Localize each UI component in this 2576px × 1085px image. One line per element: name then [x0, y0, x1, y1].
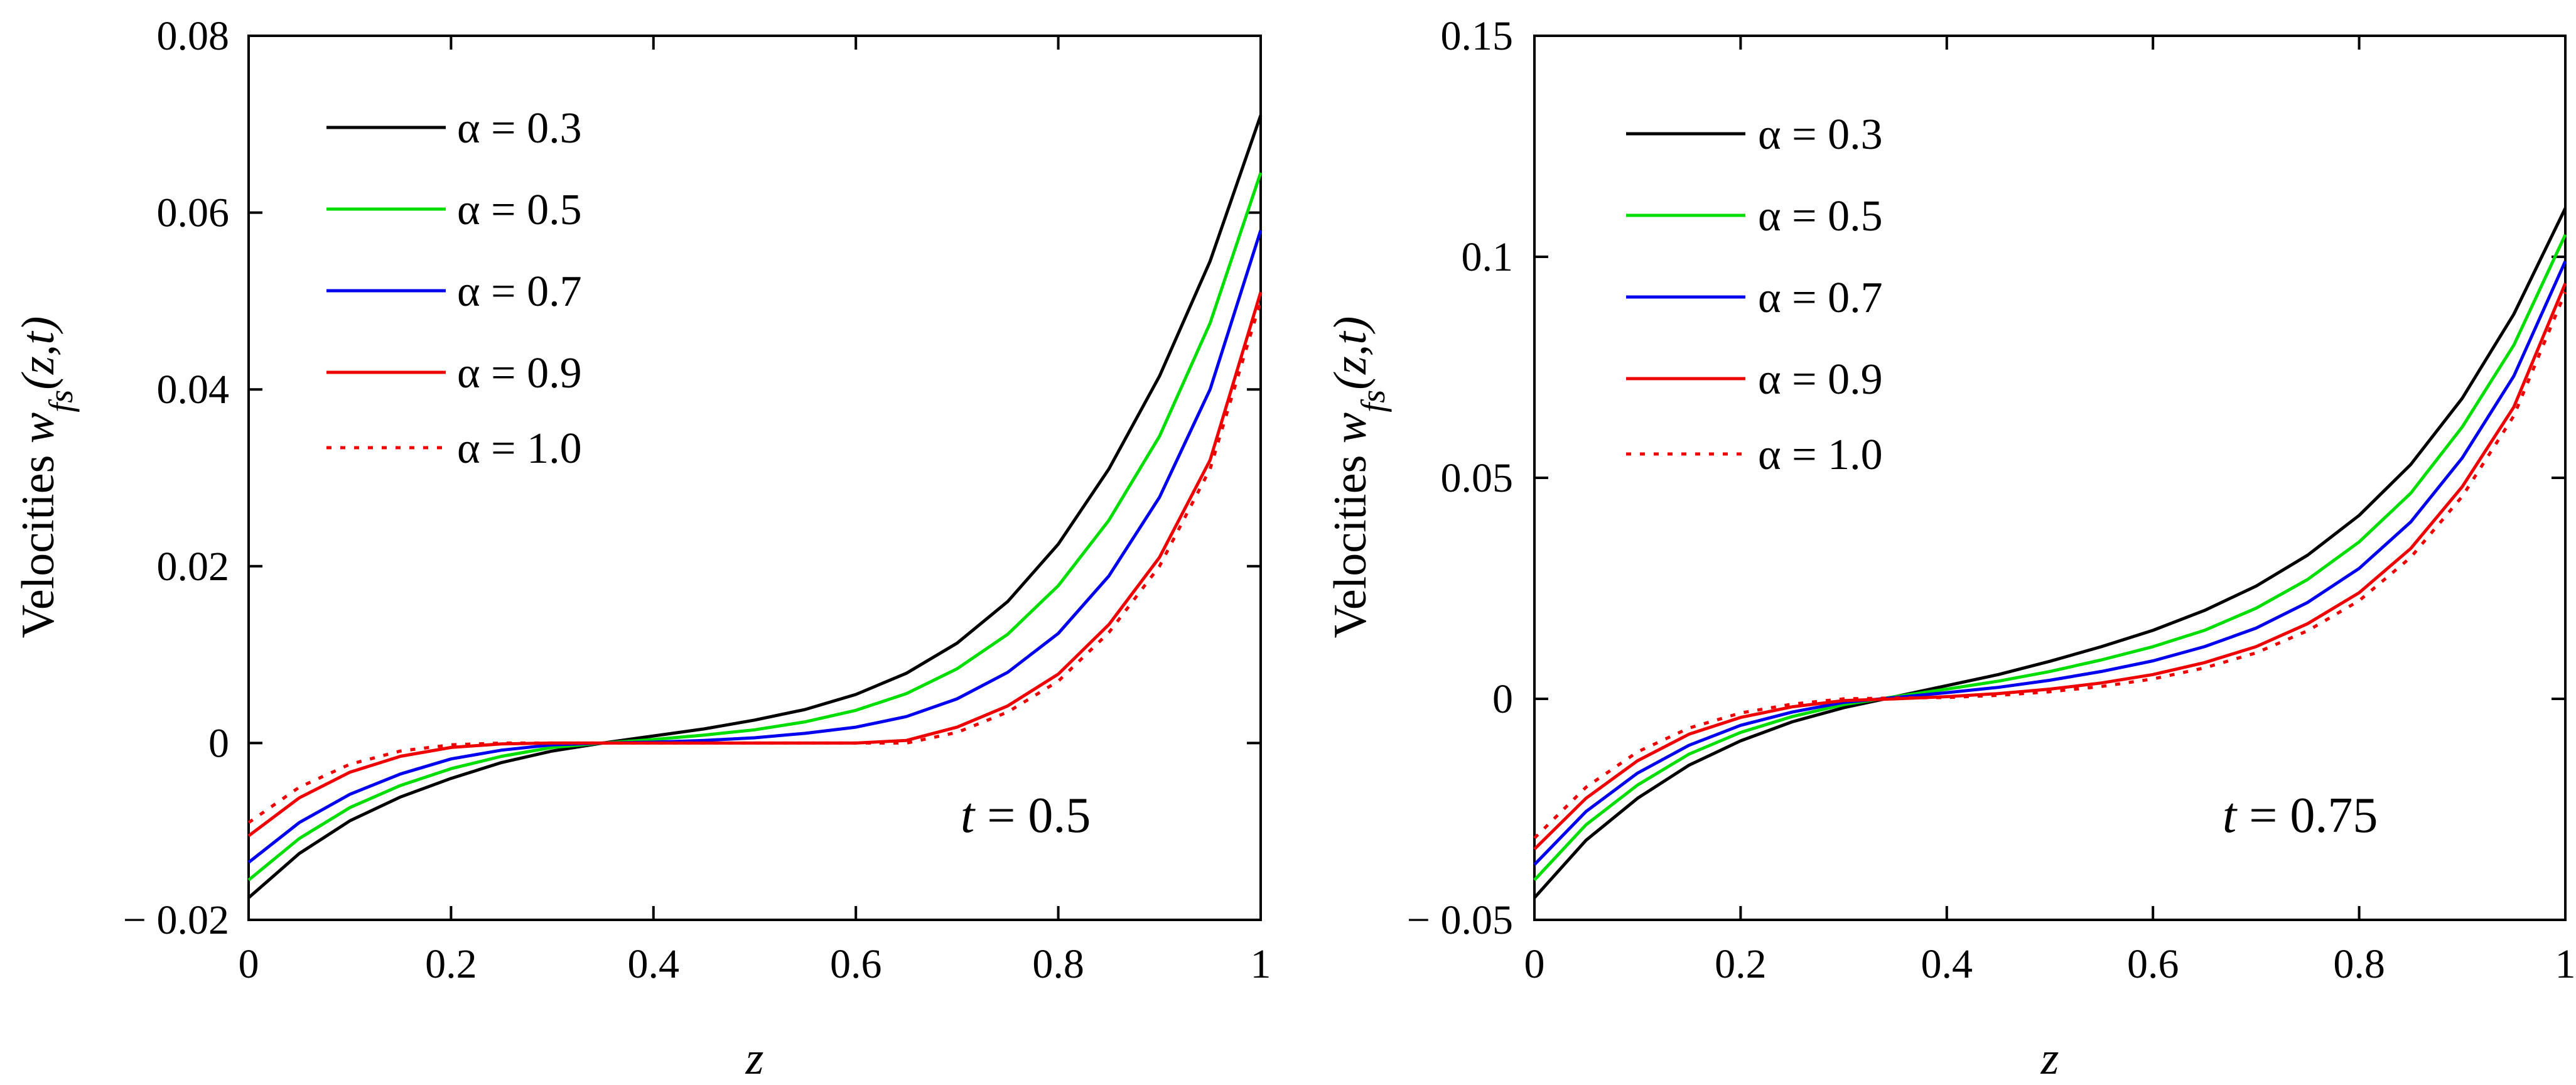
legend-label: α = 0.3	[1758, 111, 1883, 159]
right-x-tick-label: 0	[1524, 941, 1545, 987]
right-x-tick-label: 0.2	[1715, 941, 1767, 987]
right-x-tick-labels: 0 0.2 0.4 0.6 0.8 1	[1524, 941, 2576, 987]
left-legend-item: α = 1.0	[326, 424, 582, 473]
right-series-line-2	[1533, 234, 2567, 882]
legend-label: α = 1.0	[457, 424, 582, 473]
left-y-tick-label: 0.06	[157, 190, 230, 236]
right-legend-item: α = 0.9	[1626, 355, 1883, 404]
right-legend-item: α = 1.0	[1626, 431, 1883, 479]
left-x-tick-label: 0.8	[1032, 941, 1084, 987]
left-y-tick-label: 0.02	[157, 544, 230, 590]
left-legend: α = 0.3 α = 0.5 α = 0.7 α = 0.9 α = 1.0	[326, 104, 582, 473]
right-legend-item: α = 0.5	[1626, 192, 1883, 240]
left-x-axis-label: z	[745, 1033, 764, 1084]
right-tick-marks	[1533, 35, 2567, 921]
left-series-line-2	[247, 172, 1263, 882]
left-series-line-1	[247, 114, 1263, 899]
left-legend-item: α = 0.5	[326, 186, 582, 234]
right-y-tick-label: 0.1	[1462, 234, 1514, 280]
left-x-tick-label: 1	[1251, 941, 1271, 987]
legend-label: α = 0.9	[457, 349, 582, 397]
right-y-axis-label: Velocities wfs(z,t)	[1325, 316, 1392, 639]
right-y-tick-label: − 0.05	[1407, 897, 1513, 943]
left-x-tick-label: 0.6	[830, 941, 882, 987]
legend-label: α = 0.5	[1758, 192, 1883, 240]
left-series-line-4	[247, 291, 1263, 838]
left-tick-marks	[247, 35, 1262, 921]
right-y-tick-labels: − 0.05 0 0.05 0.1 0.15	[1407, 13, 1513, 943]
left-x-tick-label: 0.4	[628, 941, 680, 987]
right-series-lines	[1533, 207, 2567, 899]
left-series-line-5	[247, 300, 1263, 824]
legend-label: α = 0.5	[457, 186, 582, 234]
left-series-line-3	[247, 230, 1263, 864]
right-series-line-3	[1533, 260, 2567, 866]
right-x-tick-label: 0.6	[2127, 941, 2179, 987]
right-x-axis-label: z	[2040, 1033, 2059, 1084]
right-series-line-5	[1533, 291, 2567, 839]
right-y-tick-label: 0.15	[1441, 13, 1514, 59]
left-y-axis-label: Velocities wfs(z,t)	[13, 316, 80, 639]
right-series-line-1	[1533, 207, 2567, 899]
left-legend-item: α = 0.9	[326, 349, 582, 397]
right-series-line-4	[1533, 283, 2567, 851]
right-x-tick-label: 0.8	[2333, 941, 2385, 987]
left-legend-item: α = 0.3	[326, 104, 582, 153]
legend-label: α = 0.7	[457, 267, 582, 316]
left-x-tick-label: 0.2	[425, 941, 477, 987]
right-legend-item: α = 0.3	[1626, 111, 1883, 159]
left-y-tick-label: − 0.02	[123, 897, 229, 943]
right-x-tick-label: 0.4	[1921, 941, 1973, 987]
right-plot-frame	[1533, 35, 2567, 921]
left-y-tick-label: 0	[208, 720, 229, 766]
left-y-tick-labels: − 0.02 0 0.02 0.04 0.06 0.08	[123, 13, 229, 943]
left-plot-frame	[247, 35, 1262, 921]
left-legend-item: α = 0.7	[326, 267, 582, 316]
right-x-tick-label: 1	[2555, 941, 2576, 987]
left-series-lines	[247, 114, 1263, 899]
left-y-tick-label: 0.04	[157, 367, 230, 413]
legend-label: α = 1.0	[1758, 431, 1883, 479]
right-time-annotation: t = 0.75	[2223, 788, 2378, 843]
left-x-tick-labels: 0 0.2 0.4 0.6 0.8 1	[239, 941, 1271, 987]
legend-label: α = 0.3	[457, 104, 582, 153]
left-time-annotation: t = 0.5	[961, 788, 1091, 843]
left-y-tick-label: 0.08	[157, 13, 230, 59]
right-y-tick-label: 0	[1492, 676, 1513, 722]
legend-label: α = 0.7	[1758, 274, 1883, 322]
left-x-tick-label: 0	[239, 941, 259, 987]
right-legend: α = 0.3 α = 0.5 α = 0.7 α = 0.9 α = 1.0	[1626, 111, 1883, 479]
legend-label: α = 0.9	[1758, 355, 1883, 404]
right-y-tick-label: 0.05	[1441, 455, 1514, 501]
right-legend-item: α = 0.7	[1626, 274, 1883, 322]
